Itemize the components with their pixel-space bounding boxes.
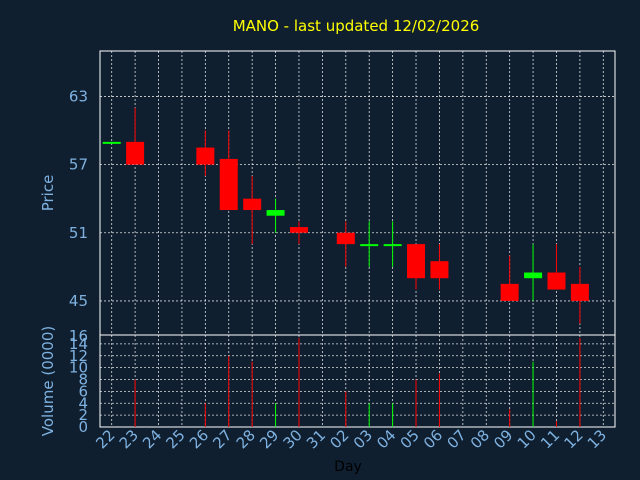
candle-body xyxy=(524,272,543,279)
volume-bars xyxy=(134,337,581,427)
x-tick-label: 11 xyxy=(537,426,563,452)
x-tick-label: 03 xyxy=(350,426,376,452)
candle-body xyxy=(407,244,426,279)
candle xyxy=(219,130,238,211)
candle-body xyxy=(196,147,215,165)
x-tick-label: 13 xyxy=(584,426,610,452)
candle xyxy=(430,244,449,290)
volume-axis-label: Volume (0000) xyxy=(39,326,57,436)
x-tick-label: 07 xyxy=(443,426,469,452)
price-tick-label: 63 xyxy=(69,87,88,105)
candle xyxy=(500,255,519,301)
candle-body xyxy=(266,210,285,216)
volume-tick-label: 16 xyxy=(69,327,88,345)
candle-body xyxy=(500,283,519,301)
x-tick-label: 02 xyxy=(326,426,352,452)
volume-panel-frame xyxy=(99,334,616,428)
x-tick-label: 26 xyxy=(186,426,212,452)
x-tick-label: 23 xyxy=(116,426,142,452)
candle xyxy=(383,221,402,267)
price-tick-label: 45 xyxy=(69,292,88,310)
x-tick-label: 05 xyxy=(397,426,423,452)
volume-grid xyxy=(100,335,615,428)
candle-body xyxy=(126,141,145,165)
x-tick-label: 25 xyxy=(163,426,189,452)
price-panel-frame xyxy=(99,50,616,336)
volume-tick-label: 14 xyxy=(69,335,88,353)
x-tick-label: 04 xyxy=(373,426,399,452)
candle xyxy=(570,266,589,324)
x-tick-label: 30 xyxy=(280,426,306,452)
candle-body xyxy=(547,272,566,290)
x-tick-label: 31 xyxy=(303,426,329,452)
x-axis: 2223242526272829303102030405060708091011… xyxy=(92,426,610,452)
candle xyxy=(243,175,262,245)
volume-tick-label: 12 xyxy=(69,347,88,365)
candle-body xyxy=(360,244,379,247)
candle xyxy=(196,130,215,176)
candle xyxy=(547,244,566,290)
x-tick-label: 06 xyxy=(420,426,446,452)
candle-body xyxy=(289,227,308,233)
candle xyxy=(336,221,355,267)
volume-tick-label: 2 xyxy=(78,406,88,424)
candle xyxy=(289,221,308,245)
price-axis: 45 51 57 63 xyxy=(69,87,88,309)
price-tick-label: 57 xyxy=(69,156,88,174)
volume-tick-label: 8 xyxy=(78,371,88,389)
candle-body xyxy=(570,283,589,301)
candle xyxy=(407,244,426,290)
candle xyxy=(360,221,379,267)
volume-tick-label: 4 xyxy=(78,394,88,412)
candle xyxy=(524,244,543,301)
x-axis-label: Day xyxy=(334,459,362,475)
x-tick-label: 09 xyxy=(490,426,516,452)
candle-body xyxy=(243,198,262,211)
x-tick-label: 22 xyxy=(92,426,118,452)
x-tick-label: 08 xyxy=(467,426,493,452)
candle-body xyxy=(383,244,402,247)
x-tick-label: 12 xyxy=(560,426,586,452)
candle xyxy=(102,141,121,144)
candle-body xyxy=(430,261,449,279)
price-axis-label: Price xyxy=(39,175,57,212)
candles xyxy=(102,107,589,324)
candle-body xyxy=(336,232,355,245)
candle-body xyxy=(219,158,238,211)
x-tick-label: 29 xyxy=(256,426,282,452)
volume-tick-label: 0 xyxy=(78,418,88,436)
volume-tick-label: 6 xyxy=(78,382,88,400)
candle xyxy=(266,198,285,233)
price-tick-label: 51 xyxy=(69,224,88,242)
x-tick-label: 24 xyxy=(139,426,165,452)
price-grid xyxy=(100,51,615,335)
x-tick-label: 10 xyxy=(514,426,540,452)
volume-tick-label: 10 xyxy=(69,359,88,377)
chart-title: MANO - last updated 12/02/2026 xyxy=(233,17,480,35)
x-tick-label: 27 xyxy=(209,426,235,452)
x-tick-label: 28 xyxy=(233,426,259,452)
candle-body xyxy=(102,141,121,144)
candle xyxy=(126,107,145,165)
